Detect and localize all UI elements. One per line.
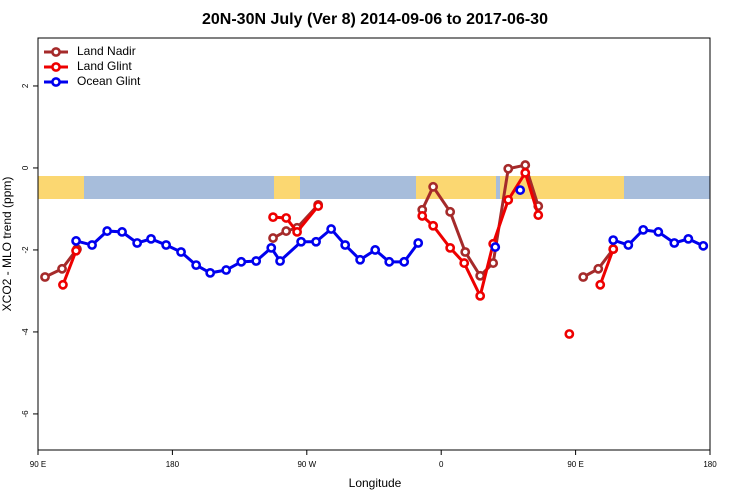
x-tick-label: 90 E (30, 460, 46, 469)
point (281, 213, 292, 223)
x-tick-label: 180 (703, 460, 717, 469)
point (428, 181, 439, 192)
point (205, 268, 216, 278)
point (71, 236, 81, 246)
point (117, 227, 127, 237)
point (326, 224, 337, 234)
legend-marker (51, 62, 61, 72)
point (653, 227, 664, 237)
point (413, 238, 424, 248)
point (503, 195, 514, 205)
y-axis-label: XCO2 - MLO trend (ppm) (0, 177, 14, 312)
point (488, 258, 499, 268)
point (57, 263, 67, 274)
point (638, 224, 649, 235)
point (355, 254, 366, 265)
legend-marker (51, 77, 61, 87)
point (292, 227, 302, 237)
chart-title: 20N-30N July (Ver 8) 2014-09-06 to 2017-… (202, 11, 548, 28)
point (503, 163, 514, 174)
x-tick-label: 90 E (567, 460, 583, 469)
x-tick-label: 180 (166, 460, 180, 469)
point (593, 263, 604, 274)
point (102, 226, 113, 236)
legend-label: Ocean Glint (77, 74, 141, 88)
point (459, 258, 470, 268)
point (281, 226, 292, 236)
point (445, 206, 456, 217)
point (268, 212, 278, 223)
legend-marker (51, 47, 61, 57)
point (698, 240, 709, 251)
point (475, 270, 486, 281)
point (176, 247, 186, 257)
point (58, 279, 68, 290)
y-tick-label: 0 (21, 165, 30, 170)
point (268, 233, 278, 243)
y-tick-label: 2 (21, 83, 30, 88)
point (296, 236, 307, 247)
point (623, 240, 634, 250)
point (683, 233, 694, 244)
point (399, 256, 410, 267)
point (236, 256, 247, 267)
x-tick-label: 0 (439, 460, 444, 469)
x-tick-label: 90 W (297, 460, 316, 469)
point (475, 290, 486, 301)
legend-label: Land Glint (77, 59, 132, 73)
point (490, 242, 501, 252)
point (608, 235, 619, 246)
point (311, 236, 321, 247)
y-tick-label: -4 (21, 328, 30, 336)
point (161, 240, 172, 250)
point (564, 329, 575, 339)
y-tick-label: -6 (21, 410, 30, 418)
point (87, 240, 97, 250)
map-strip (38, 176, 710, 199)
point (520, 160, 531, 170)
point (313, 201, 324, 211)
point (275, 256, 285, 266)
x-axis-label: Longitude (349, 476, 402, 490)
point (417, 211, 428, 221)
point (340, 240, 351, 250)
point (533, 210, 544, 220)
legend-label: Land Nadir (77, 44, 136, 58)
point (428, 220, 439, 231)
point (608, 244, 619, 255)
point (251, 256, 262, 266)
point (445, 242, 456, 253)
y-tick-label: -2 (21, 246, 30, 254)
point (40, 272, 50, 282)
plot-frame (37, 37, 711, 451)
point (71, 245, 81, 256)
point (146, 233, 156, 244)
point (132, 238, 143, 248)
point (266, 242, 277, 253)
point (191, 260, 202, 271)
point (221, 265, 232, 275)
point (669, 238, 680, 248)
point (460, 247, 471, 257)
point (384, 256, 395, 267)
point (515, 185, 526, 195)
point (578, 272, 589, 282)
point (370, 245, 381, 255)
series-line (61, 169, 615, 301)
point (520, 167, 531, 178)
point (595, 279, 606, 290)
